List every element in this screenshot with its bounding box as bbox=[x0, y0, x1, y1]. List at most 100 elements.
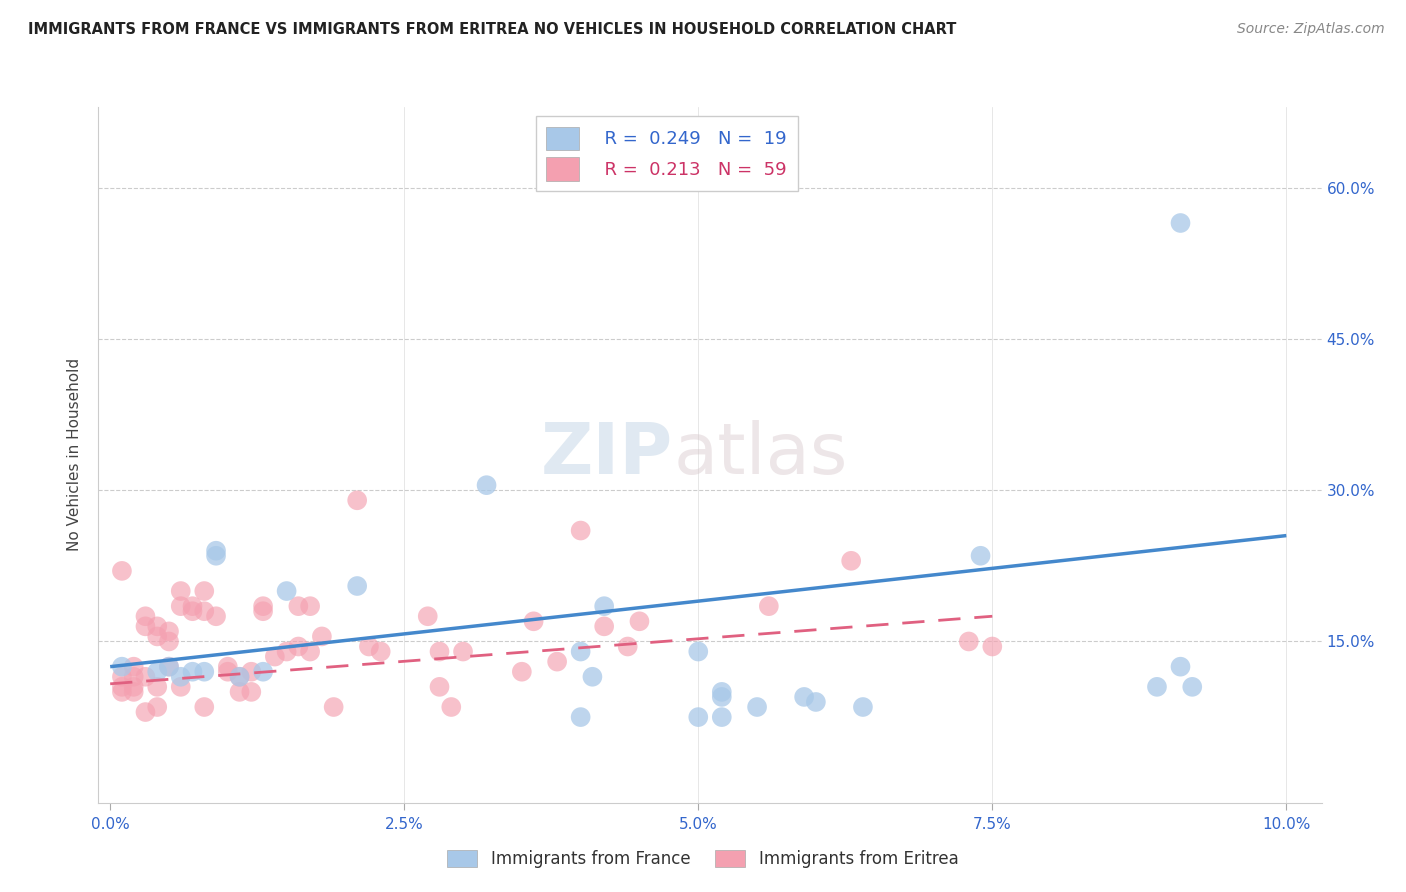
Point bbox=[146, 665, 169, 679]
Point bbox=[523, 615, 546, 629]
Text: Source: ZipAtlas.com: Source: ZipAtlas.com bbox=[1237, 22, 1385, 37]
Point bbox=[181, 604, 204, 618]
Point bbox=[111, 659, 134, 673]
Point bbox=[240, 685, 263, 699]
Point bbox=[193, 700, 215, 714]
Legend:   R =  0.249   N =  19,   R =  0.213   N =  59: R = 0.249 N = 19, R = 0.213 N = 59 bbox=[536, 116, 797, 192]
Point bbox=[228, 670, 250, 684]
Point bbox=[122, 659, 145, 673]
Point bbox=[111, 680, 134, 694]
Point bbox=[276, 644, 298, 658]
Point bbox=[451, 644, 474, 658]
Point bbox=[357, 640, 380, 654]
Point bbox=[205, 609, 228, 624]
Point bbox=[593, 599, 616, 614]
Point bbox=[758, 599, 780, 614]
Point bbox=[569, 524, 592, 538]
Point bbox=[710, 690, 733, 704]
Point bbox=[146, 629, 169, 643]
Point bbox=[287, 599, 309, 614]
Point bbox=[157, 659, 180, 673]
Point bbox=[157, 659, 180, 673]
Point bbox=[146, 680, 169, 694]
Point bbox=[710, 710, 733, 724]
Point bbox=[593, 619, 616, 633]
Point bbox=[299, 599, 322, 614]
Point bbox=[134, 609, 156, 624]
Point bbox=[111, 670, 134, 684]
Point bbox=[616, 640, 638, 654]
Point bbox=[157, 634, 180, 648]
Point bbox=[205, 549, 228, 563]
Point bbox=[745, 700, 768, 714]
Point bbox=[311, 629, 333, 643]
Point bbox=[263, 649, 285, 664]
Point bbox=[710, 685, 733, 699]
Point bbox=[134, 670, 156, 684]
Point bbox=[546, 655, 568, 669]
Point bbox=[157, 624, 180, 639]
Point bbox=[111, 564, 134, 578]
Legend: Immigrants from France, Immigrants from Eritrea: Immigrants from France, Immigrants from … bbox=[441, 843, 965, 875]
Point bbox=[170, 599, 193, 614]
Point bbox=[569, 710, 592, 724]
Point bbox=[217, 665, 239, 679]
Point bbox=[276, 584, 298, 599]
Point bbox=[134, 705, 156, 719]
Point bbox=[581, 670, 603, 684]
Point bbox=[122, 685, 145, 699]
Point bbox=[252, 604, 274, 618]
Point bbox=[217, 659, 239, 673]
Point bbox=[346, 493, 368, 508]
Point bbox=[205, 543, 228, 558]
Point bbox=[122, 680, 145, 694]
Point bbox=[1181, 680, 1204, 694]
Point bbox=[1170, 659, 1192, 673]
Point bbox=[429, 680, 451, 694]
Text: atlas: atlas bbox=[673, 420, 848, 490]
Point bbox=[299, 644, 322, 658]
Point bbox=[252, 665, 274, 679]
Point bbox=[122, 670, 145, 684]
Point bbox=[111, 685, 134, 699]
Text: IMMIGRANTS FROM FRANCE VS IMMIGRANTS FROM ERITREA NO VEHICLES IN HOUSEHOLD CORRE: IMMIGRANTS FROM FRANCE VS IMMIGRANTS FRO… bbox=[28, 22, 956, 37]
Point bbox=[252, 599, 274, 614]
Point bbox=[322, 700, 344, 714]
Point bbox=[346, 579, 368, 593]
Text: ZIP: ZIP bbox=[541, 420, 673, 490]
Point bbox=[475, 478, 498, 492]
Point bbox=[510, 665, 533, 679]
Point bbox=[146, 619, 169, 633]
Point bbox=[193, 604, 215, 618]
Point bbox=[852, 700, 875, 714]
Point bbox=[416, 609, 439, 624]
Point bbox=[181, 665, 204, 679]
Point bbox=[193, 665, 215, 679]
Point bbox=[839, 554, 862, 568]
Point bbox=[969, 549, 991, 563]
Point bbox=[170, 680, 193, 694]
Point bbox=[804, 695, 827, 709]
Point bbox=[228, 685, 250, 699]
Point bbox=[1170, 216, 1192, 230]
Point bbox=[134, 619, 156, 633]
Point bbox=[170, 584, 193, 599]
Point bbox=[1146, 680, 1168, 694]
Point bbox=[287, 640, 309, 654]
Point bbox=[370, 644, 392, 658]
Point bbox=[240, 665, 263, 679]
Point bbox=[569, 644, 592, 658]
Point bbox=[688, 644, 710, 658]
Point bbox=[793, 690, 815, 704]
Point bbox=[170, 670, 193, 684]
Point bbox=[193, 584, 215, 599]
Point bbox=[628, 615, 651, 629]
Point bbox=[181, 599, 204, 614]
Point bbox=[688, 710, 710, 724]
Point bbox=[146, 700, 169, 714]
Point bbox=[440, 700, 463, 714]
Y-axis label: No Vehicles in Household: No Vehicles in Household bbox=[67, 359, 83, 551]
Point bbox=[429, 644, 451, 658]
Point bbox=[957, 634, 980, 648]
Point bbox=[981, 640, 1004, 654]
